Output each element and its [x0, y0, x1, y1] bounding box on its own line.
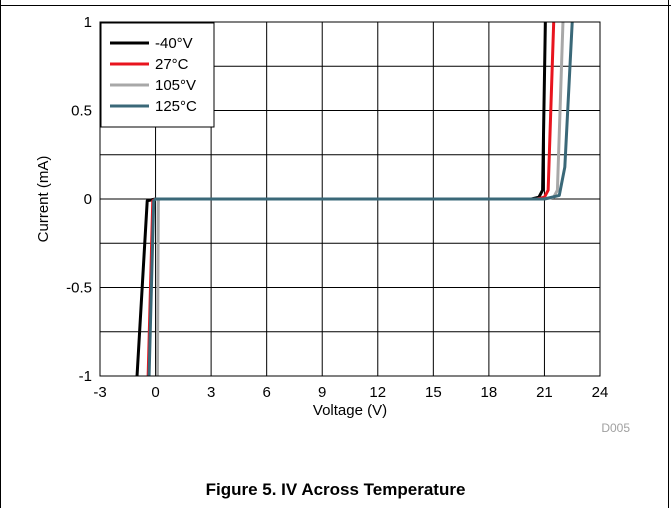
x-axis-label: Voltage (V) [313, 402, 387, 419]
legend-label: 27°C [155, 56, 189, 73]
x-tick-label: 6 [262, 384, 270, 401]
legend-label: 105°V [155, 77, 196, 94]
legend-box [100, 22, 215, 128]
figure-code: D005 [601, 421, 630, 435]
y-tick-label: 1 [84, 14, 92, 31]
x-tick-label: 21 [536, 384, 553, 401]
plot-border [99, 21, 601, 377]
y-axis-label: Current (mA) [35, 156, 52, 243]
x-tick-label: 3 [207, 384, 215, 401]
series-line-4 [147, 21, 574, 377]
legend: -40°V 27°C 105°V 125°C [100, 22, 215, 128]
x-tick-label: 15 [425, 384, 442, 401]
legend-label: 125°C [155, 98, 197, 115]
iv-chart: -3 0 3 6 9 12 15 18 21 24 -1 -0.5 0 0.5 1 Voltage (V)… [35, 14, 630, 435]
x-tick-label: 0 [151, 384, 159, 401]
x-tick-label: 24 [592, 384, 609, 401]
x-tick-labels: -3 0 3 6 9 12 15 18 21 24 [93, 384, 608, 401]
figure-caption: Figure 5. IV Across Temperature [205, 480, 466, 499]
y-tick-label: -1 [79, 368, 92, 385]
x-tick-label: -3 [93, 384, 106, 401]
x-tick-label: 9 [318, 384, 326, 401]
series-lines [135, 21, 574, 377]
y-tick-labels: -1 -0.5 0 0.5 1 [66, 14, 92, 385]
frame-top-rule [0, 5, 671, 6]
legend-label: -40°V [155, 35, 193, 52]
x-tick-label: 12 [369, 384, 386, 401]
y-tick-label: 0 [84, 191, 92, 208]
y-tick-label: -0.5 [66, 280, 92, 297]
x-tick-label: 18 [481, 384, 498, 401]
y-tick-label: 0.5 [71, 103, 92, 120]
